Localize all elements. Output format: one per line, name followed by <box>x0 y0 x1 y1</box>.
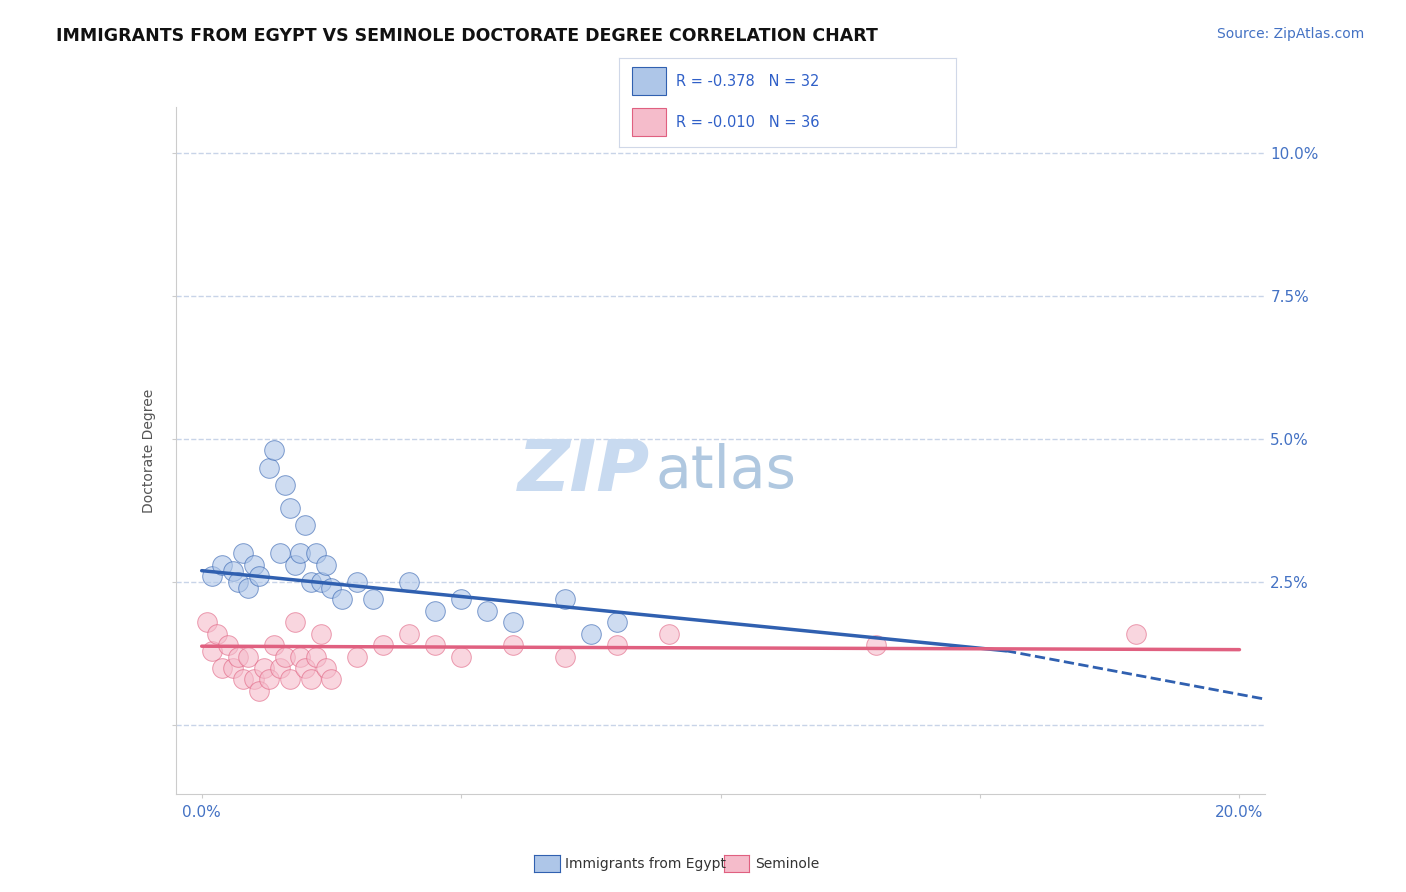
Point <box>305 649 328 664</box>
Point <box>606 615 628 630</box>
Text: Immigrants from Egypt: Immigrants from Egypt <box>565 857 727 871</box>
Point <box>195 615 218 630</box>
Text: atlas: atlas <box>655 442 796 500</box>
Point <box>305 546 328 561</box>
Point <box>299 673 322 687</box>
Point <box>238 581 260 595</box>
Point <box>865 638 887 652</box>
Point <box>247 569 270 583</box>
Point <box>278 500 301 515</box>
Point <box>273 649 295 664</box>
Point <box>425 638 447 652</box>
Point <box>294 661 316 675</box>
Point <box>579 626 602 640</box>
Point <box>554 592 576 607</box>
Text: ZIP: ZIP <box>517 436 650 506</box>
Point <box>278 673 301 687</box>
Point <box>398 626 420 640</box>
Y-axis label: Doctorate Degree: Doctorate Degree <box>142 388 156 513</box>
Point <box>284 558 307 572</box>
Point <box>554 649 576 664</box>
Text: IMMIGRANTS FROM EGYPT VS SEMINOLE DOCTORATE DEGREE CORRELATION CHART: IMMIGRANTS FROM EGYPT VS SEMINOLE DOCTOR… <box>56 27 879 45</box>
Point <box>502 615 524 630</box>
Point <box>273 478 295 492</box>
Point <box>425 604 447 618</box>
Text: R = -0.010   N = 36: R = -0.010 N = 36 <box>676 115 820 129</box>
Point <box>222 564 245 578</box>
Point <box>257 673 280 687</box>
Bar <box>633 108 666 136</box>
Point <box>502 638 524 652</box>
Point <box>398 575 420 590</box>
Point <box>226 575 249 590</box>
Point <box>450 592 472 607</box>
Point <box>263 638 285 652</box>
Text: Source: ZipAtlas.com: Source: ZipAtlas.com <box>1216 27 1364 41</box>
Point <box>290 649 312 664</box>
Point <box>211 558 233 572</box>
Bar <box>633 67 666 95</box>
Point <box>299 575 322 590</box>
Point <box>1125 626 1147 640</box>
Point <box>269 546 291 561</box>
Point <box>247 683 270 698</box>
Point <box>201 569 224 583</box>
Point <box>257 460 280 475</box>
Point <box>222 661 245 675</box>
Point <box>450 649 472 664</box>
Point <box>207 626 229 640</box>
Point <box>658 626 681 640</box>
Point <box>346 575 368 590</box>
Point <box>309 626 332 640</box>
Point <box>238 649 260 664</box>
Point <box>269 661 291 675</box>
Point <box>475 604 498 618</box>
Point <box>315 661 337 675</box>
Point <box>211 661 233 675</box>
Point <box>242 673 264 687</box>
Point <box>606 638 628 652</box>
Point <box>263 443 285 458</box>
Point <box>309 575 332 590</box>
Point <box>346 649 368 664</box>
Point <box>201 644 224 658</box>
Point <box>330 592 353 607</box>
Point <box>321 581 343 595</box>
Point <box>373 638 395 652</box>
Text: Seminole: Seminole <box>755 857 820 871</box>
Point <box>226 649 249 664</box>
Point <box>232 546 254 561</box>
Point <box>284 615 307 630</box>
Point <box>232 673 254 687</box>
Point <box>321 673 343 687</box>
Point <box>315 558 337 572</box>
Text: R = -0.378   N = 32: R = -0.378 N = 32 <box>676 74 820 88</box>
Point <box>217 638 239 652</box>
Point <box>242 558 264 572</box>
Point <box>294 517 316 532</box>
Point <box>361 592 384 607</box>
Point <box>253 661 276 675</box>
Point <box>290 546 312 561</box>
